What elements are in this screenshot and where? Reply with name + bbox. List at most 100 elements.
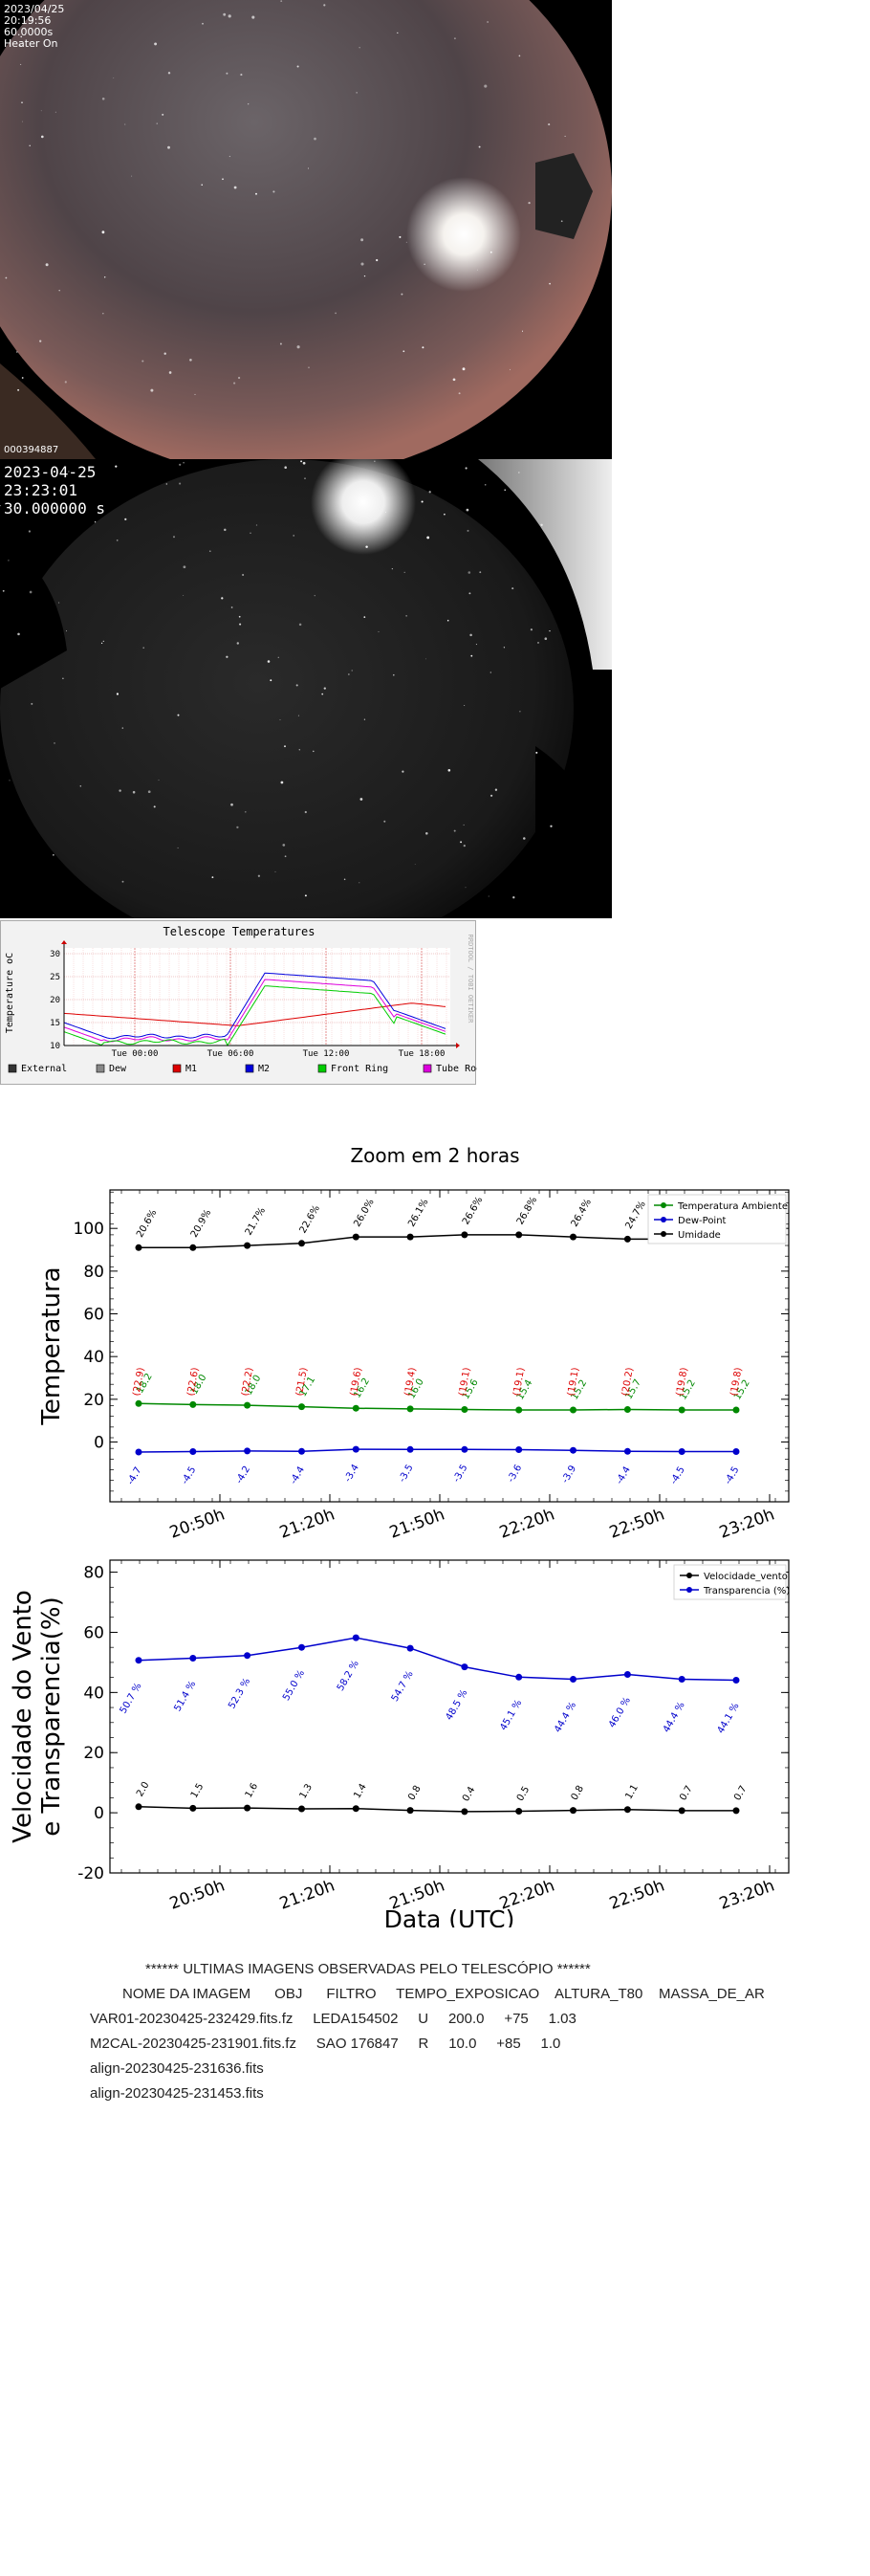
- weather-charts-svg: 0 20 40 60 80 100 20:50h 21:20h 21:50h 22:20h 22:5…: [9, 1189, 790, 1933]
- data-label: 1.3: [298, 1782, 315, 1800]
- allsky-photo-1: [0, 0, 612, 459]
- star-dot: [58, 602, 60, 604]
- star-dot: [167, 145, 170, 149]
- star-dot: [284, 855, 287, 858]
- star-dot: [363, 718, 366, 720]
- data-label: 0.5: [515, 1785, 532, 1803]
- star-dot: [101, 231, 105, 234]
- data-point: [570, 1446, 576, 1454]
- star-dot: [163, 352, 166, 355]
- data-point: [623, 1447, 631, 1455]
- telescope-plot-area: [64, 948, 450, 1046]
- data-point: [678, 1676, 685, 1683]
- data-point: [135, 1399, 142, 1407]
- data-point: [678, 1406, 685, 1414]
- star-dot: [462, 367, 466, 371]
- data-point: [623, 1671, 631, 1678]
- series-dew-point: -4.7 -4.5 -4.2 -4.4 -3.4 -3.5 -3.5 -3.6 -3.9 -4.4…: [125, 1445, 742, 1486]
- star-dot: [484, 84, 488, 88]
- data-label: 0.4: [461, 1785, 477, 1803]
- data-label: 44.1 %: [716, 1701, 742, 1735]
- star-dot: [20, 63, 22, 65]
- star-dot: [511, 587, 514, 590]
- star-dot: [68, 471, 70, 473]
- camera2-timestamp: 2023-04-25 23:23:01 30.000000 s: [4, 463, 105, 517]
- star-dot: [304, 477, 306, 479]
- star-dot: [211, 876, 214, 879]
- star-dot: [167, 72, 171, 75]
- data-label: 0.7: [678, 1784, 694, 1802]
- star-dot: [237, 376, 241, 380]
- data-point: [352, 1445, 359, 1453]
- star-dot: [323, 4, 326, 7]
- telescope-ytick-label: 25: [50, 973, 60, 982]
- camera1-heater-status: Heater On: [4, 37, 58, 50]
- telescope-legend-item: Dew: [96, 1064, 127, 1074]
- star-dot: [21, 101, 23, 104]
- ytick-label: 60: [83, 1623, 104, 1642]
- xtick-label: 22:20h: [497, 1505, 557, 1542]
- star-dot: [226, 655, 228, 658]
- star-dot: [503, 647, 506, 649]
- telescope-ytick-label: 15: [50, 1019, 60, 1028]
- zoom-title: Zoom em 2 horas: [350, 1144, 520, 1167]
- star-dot: [156, 122, 158, 124]
- data-point: [570, 1233, 576, 1241]
- star-dot: [469, 633, 472, 637]
- ylabel: e Transparencia(%): [37, 1596, 66, 1836]
- telescope-legend-item: M1: [172, 1064, 197, 1074]
- series-velocidade-vento: 2.0 1.5 1.6 1.3 1.4 0.8 0.4 0.5 0.8 1.1 0.7 0.7: [135, 1780, 750, 1816]
- star-dot: [179, 463, 182, 466]
- star-dot: [365, 545, 368, 548]
- star-dot: [251, 15, 255, 19]
- star-dot: [28, 530, 31, 533]
- star-dot: [248, 103, 250, 105]
- legend-swatch: [317, 1064, 327, 1073]
- data-label: 0.8: [570, 1784, 586, 1802]
- data-label-extra: (19.1): [457, 1367, 472, 1398]
- star-dot: [141, 360, 144, 363]
- star-dot: [202, 22, 204, 25]
- star-dot: [540, 523, 543, 527]
- star-dot: [478, 145, 481, 148]
- star-dot: [295, 684, 298, 687]
- data-label: 46.0 %: [607, 1695, 633, 1729]
- star-dot: [384, 511, 387, 513]
- data-label-extra: (22.2): [240, 1367, 255, 1398]
- telescope-temperatures-graph: Telescope Temperatures Temperature oC RR…: [0, 920, 477, 1085]
- data-label: 48.5 %: [445, 1688, 470, 1723]
- allsky-camera-image-1: 2023/04/25 20:19:56 60.0000s Heater On 0…: [0, 0, 612, 459]
- star-dot: [489, 794, 493, 797]
- star-dot: [464, 704, 466, 706]
- star-dot: [9, 780, 11, 782]
- chart-legend: Velocidade_vento Transparencia (%): [673, 1564, 790, 1600]
- star-dot: [17, 388, 20, 391]
- data-point: [298, 1240, 305, 1247]
- star-dot: [470, 654, 473, 657]
- data-point: [352, 1233, 359, 1241]
- star-dot: [489, 251, 492, 253]
- legend-label: External: [21, 1064, 67, 1074]
- legend-label: M1: [185, 1064, 197, 1074]
- star-dot: [468, 592, 471, 595]
- star-dot: [154, 42, 158, 46]
- data-label: 26.0%: [352, 1198, 376, 1229]
- allsky-camera-image-2: 2023-04-25 23:23:01 30.000000 s: [0, 459, 612, 918]
- data-label-extra: (20.2): [620, 1367, 636, 1398]
- data-point: [515, 1446, 523, 1453]
- telescope-legend-item: External: [8, 1064, 67, 1074]
- data-point: [298, 1403, 305, 1411]
- star-dot: [142, 647, 144, 649]
- star-dot: [58, 490, 61, 492]
- telescope-xtick-label: Tue 00:00: [112, 1049, 159, 1059]
- star-dot: [102, 313, 104, 315]
- star-dot: [391, 568, 393, 570]
- legend-box: [673, 1564, 787, 1600]
- star-dot: [360, 262, 364, 266]
- star-dot: [323, 687, 326, 690]
- star-dot: [383, 820, 386, 823]
- data-label: 0.8: [406, 1784, 423, 1802]
- legend-label: Dew-Point: [678, 1216, 727, 1226]
- star-dot: [272, 190, 275, 193]
- data-point: [461, 1445, 468, 1453]
